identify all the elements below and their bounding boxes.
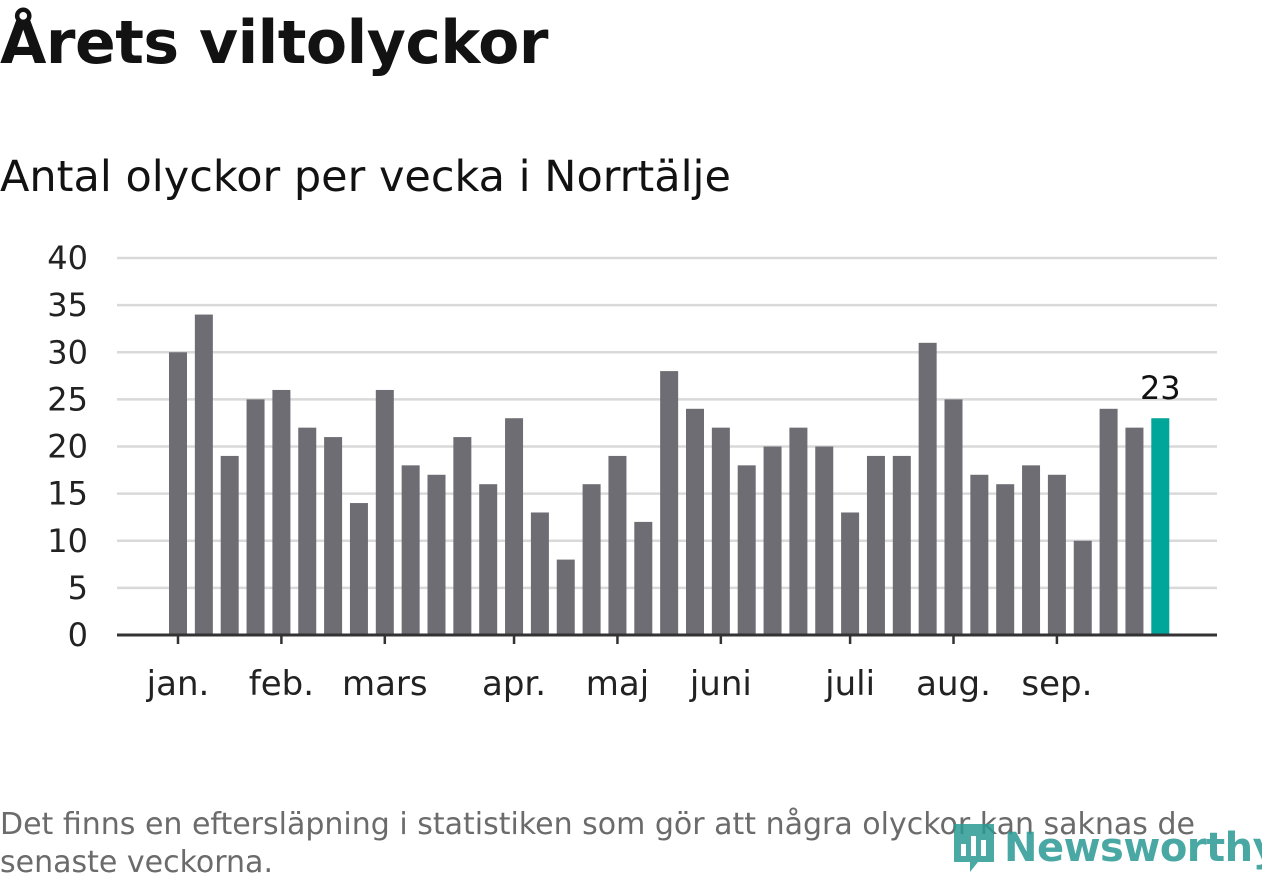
bar (298, 427, 317, 635)
bar (970, 474, 989, 635)
bar (892, 455, 911, 635)
bar (272, 389, 291, 635)
bar (246, 399, 265, 635)
bar-chart-icon (954, 824, 994, 872)
bar (815, 446, 834, 635)
y-tick-label: 5 (68, 569, 88, 607)
x-tick-label: aug. (916, 664, 991, 704)
x-axis-ticks: jan. feb. mars apr. maj juni juli aug. sep. (146, 635, 1092, 704)
x-tick-label: feb. (249, 664, 314, 704)
bar (789, 427, 808, 635)
chart-title: Årets viltolyckor (0, 8, 549, 78)
x-tick-label: maj (586, 664, 649, 704)
y-tick-label: 25 (47, 380, 88, 418)
bar (556, 559, 575, 635)
bar (866, 455, 885, 635)
bar (479, 484, 498, 635)
bar (505, 418, 524, 635)
logo-text: Newsworthy (1004, 825, 1262, 871)
bar (918, 342, 937, 635)
bar (1099, 408, 1118, 635)
newsworthy-logo: Newsworthy (950, 820, 1262, 876)
y-tick-label: 40 (47, 239, 88, 277)
x-tick-label: mars (342, 664, 428, 704)
bar (324, 437, 343, 635)
bar (686, 408, 704, 635)
bar (634, 521, 653, 635)
y-tick-label: 0 (68, 616, 88, 654)
y-tick-label: 20 (47, 428, 88, 466)
x-tick-label: sep. (1021, 664, 1092, 704)
bar (841, 512, 860, 635)
bar (453, 437, 472, 635)
x-tick-label: jan. (146, 664, 210, 704)
bar (660, 371, 679, 635)
bar-latest-week (1151, 418, 1170, 635)
data-label-latest: 23 (1140, 369, 1181, 407)
y-axis-ticks: 0 5 10 15 20 25 30 35 40 (47, 239, 88, 654)
x-tick-label: juli (824, 664, 875, 704)
bar (944, 399, 963, 635)
bar (427, 474, 446, 635)
bar (711, 427, 730, 635)
bar (1125, 427, 1144, 635)
bar (1073, 540, 1092, 635)
y-tick-label: 30 (47, 333, 88, 371)
bar (1022, 465, 1041, 635)
bar (737, 465, 756, 635)
x-tick-label: juni (689, 664, 752, 704)
bar (608, 455, 627, 635)
bar (401, 465, 420, 635)
bar (530, 512, 549, 635)
bar (194, 314, 213, 635)
x-tick-label: apr. (482, 664, 546, 704)
bars (169, 314, 1170, 635)
bar (763, 446, 782, 635)
footnote: Det finns en eftersläpning i statistiken… (0, 807, 1195, 880)
bar (375, 389, 394, 635)
y-tick-label: 15 (47, 475, 88, 513)
bar (582, 484, 601, 635)
chart-subtitle: Antal olyckor per vecka i Norrtälje (0, 152, 731, 202)
bar (1047, 474, 1066, 635)
bar (169, 352, 187, 635)
y-tick-label: 35 (47, 286, 88, 324)
bar (996, 484, 1015, 635)
bar (349, 503, 368, 635)
y-tick-label: 10 (47, 522, 88, 560)
bar (220, 455, 239, 635)
